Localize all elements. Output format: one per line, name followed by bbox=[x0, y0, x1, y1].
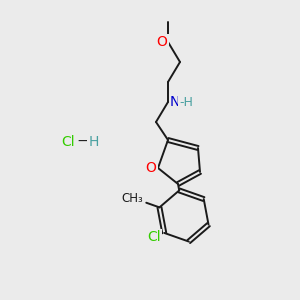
Text: N: N bbox=[170, 95, 180, 109]
Text: —: — bbox=[77, 135, 91, 149]
Text: O: O bbox=[157, 35, 167, 49]
Text: O: O bbox=[146, 161, 156, 175]
Text: Cl: Cl bbox=[148, 230, 161, 244]
Text: -H: -H bbox=[179, 95, 193, 109]
Text: H: H bbox=[89, 135, 99, 149]
Text: CH₃: CH₃ bbox=[122, 192, 143, 205]
Text: Cl: Cl bbox=[61, 135, 75, 149]
